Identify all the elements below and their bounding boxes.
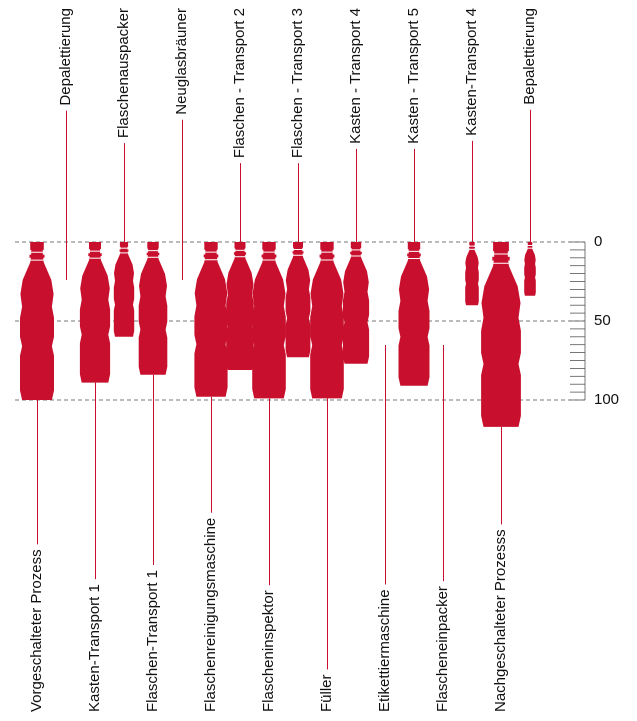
category-label: Füller [318, 674, 335, 712]
category-label: Flaschenreinigungsmaschine [202, 518, 219, 712]
category-label: Flaschen - Transport 3 [289, 8, 306, 158]
category-label: Flaschenauspacker [115, 8, 132, 138]
bottle [342, 242, 370, 364]
bottle [79, 242, 111, 383]
bottle [20, 242, 54, 400]
category-label: Depalettierung [57, 8, 74, 106]
bottle [252, 242, 286, 399]
category-label: Flascheneinpacker [434, 586, 451, 712]
category-label: Etikettiermaschine [376, 589, 393, 712]
y-tick-label: 50 [594, 312, 611, 329]
bottle [285, 242, 311, 358]
bottle [481, 242, 521, 427]
category-label: Flaschen-Transport 1 [144, 570, 161, 712]
bottle [226, 242, 254, 370]
bottle [310, 242, 344, 399]
y-tick-label: 0 [594, 233, 602, 250]
category-label: Kasten - Transport 5 [405, 8, 422, 144]
category-label: Flaschen - Transport 2 [231, 8, 248, 158]
bottle [398, 242, 430, 386]
category-label: Nachgeschalteter Prozesss [492, 529, 509, 712]
bottle [113, 242, 135, 337]
bottle [465, 242, 479, 306]
bottle [194, 242, 228, 397]
bottle [524, 242, 536, 296]
category-label: Kasten-Transport 4 [463, 8, 480, 136]
y-tick-label: 100 [594, 391, 619, 408]
category-label: Kasten - Transport 4 [347, 8, 364, 144]
bottle [138, 242, 168, 375]
category-label: Neuglasbräuner [173, 8, 190, 115]
category-label: Vorgeschalteter Prozess [28, 549, 45, 712]
category-label: Kasten-Transport 1 [86, 584, 103, 712]
category-label: Flascheninspektor [260, 590, 277, 712]
category-label: Bepalettierung [521, 8, 538, 105]
